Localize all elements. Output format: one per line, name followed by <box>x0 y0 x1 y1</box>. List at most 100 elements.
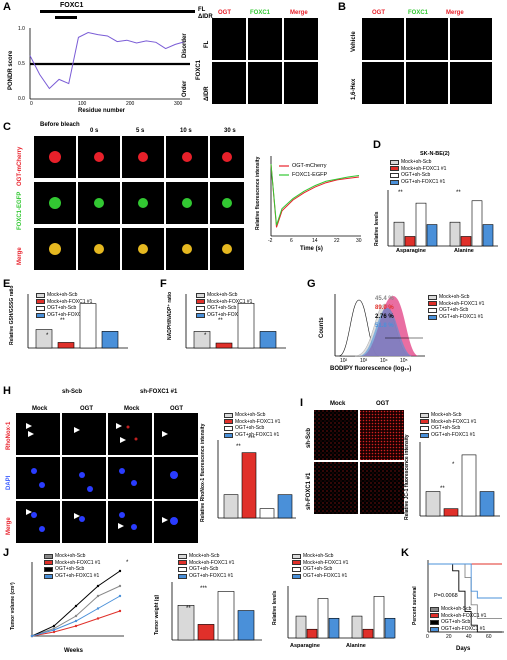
a-image-didr-foxc1 <box>248 62 282 104</box>
j-cat-alanine: Alanine <box>346 643 366 649</box>
panel-letter-g: H <box>3 385 11 397</box>
frap-series-mcherry <box>270 163 360 228</box>
f-legend: Mock+sh-Scb Mock+sh-FOXC1 #1 OGT+sh-Scb … <box>196 292 252 318</box>
c-col-4: 30 s <box>224 128 236 134</box>
frap-curve-plot <box>270 156 361 237</box>
j-sig-vol: * <box>126 560 129 566</box>
bar-0 <box>35 329 53 349</box>
g-image-grid <box>16 413 198 543</box>
d-sig-1: ** <box>398 190 403 196</box>
pondr-xlabel: Residue number <box>78 108 126 114</box>
j-legend-vol: Mock+sh-Scb Mock+sh-FOXC1 #1 OGT+sh-Scb … <box>44 553 100 579</box>
a-image-didr-ogt <box>212 62 246 104</box>
j-vol-xlabel: Weeks <box>64 648 83 654</box>
panel-letter-j: J <box>3 547 10 559</box>
a-image-didr-merge <box>284 62 318 104</box>
d-legend: Mock+sh-Scb Mock+sh-FOXC1 #1 OGT+sh-Scb … <box>390 159 446 185</box>
frap-legend-mcherry: OGT-mCherry <box>292 163 327 169</box>
c-col-3: 10 s <box>180 128 192 134</box>
k-xtick-1: 20 <box>446 634 452 640</box>
frap-row-egfp <box>34 182 244 224</box>
bar-3 <box>277 494 293 519</box>
i-col-ogt: OGT <box>376 401 389 407</box>
h-xtick-4: 10⁴ <box>380 358 388 364</box>
pondr-plot <box>29 10 195 100</box>
bar-3 <box>101 331 119 349</box>
f-bar-chart <box>185 294 286 349</box>
k-survival-chart <box>427 560 504 633</box>
b-image-hex-ogt <box>362 62 404 104</box>
b-col-ogt: OGT <box>372 10 385 16</box>
e-sig-1: * <box>46 333 49 339</box>
b-image-vehicle-foxc1 <box>406 18 448 60</box>
b-image-hex-foxc1 <box>406 62 448 104</box>
survival-line-2 <box>428 563 502 633</box>
bar-3 <box>237 610 255 641</box>
frap-ylabel: Relative fluorescence intensity <box>255 156 261 230</box>
g-row-merge-images <box>16 501 198 543</box>
i-bar-chart <box>419 442 500 517</box>
vol-point-1-1 <box>52 630 56 634</box>
bar-0-0 <box>295 615 307 639</box>
d-cat-alanine: Alanine <box>454 248 474 254</box>
c-row-merge: Merge <box>17 247 23 265</box>
d-cat-asparagine: Asparagine <box>396 248 426 254</box>
bar-2 <box>461 454 477 517</box>
bar-1-3 <box>482 224 494 247</box>
frap-xtick-4: 30 <box>356 238 362 244</box>
d-cell-line: SK-N-BE(2) <box>420 151 450 157</box>
frap-series-egfp <box>270 163 360 226</box>
j-legend-wt: Mock+sh-Scb Mock+sh-FOXC1 #1 OGT+sh-Scb … <box>178 553 234 579</box>
bar-1 <box>197 624 215 641</box>
e-legend: Mock+sh-Scb Mock+sh-FOXC1 #1 OGT+sh-Scb … <box>36 292 92 318</box>
bar-0 <box>177 605 195 641</box>
a-row-group: FOXC1 <box>196 59 202 80</box>
g-ylabel: Relative RhoNox-1 fluorescence intensity <box>200 423 206 522</box>
e-sig-2: ** <box>60 318 65 324</box>
vol-point-3-2 <box>74 619 78 623</box>
bar-0-2 <box>317 598 329 639</box>
pondr-series-line <box>29 31 186 90</box>
bar-0 <box>193 331 211 349</box>
panel-letter-f: F <box>160 278 167 290</box>
vol-point-0-3 <box>96 594 100 598</box>
g-bar-chart <box>217 440 296 519</box>
xtick-300: 300 <box>174 101 183 107</box>
g-group-foxc1: sh-FOXC1 #1 <box>140 389 178 395</box>
k-pvalue: P=0.0068 <box>434 593 458 599</box>
vol-point-1-4 <box>118 609 122 613</box>
vol-point-3-3 <box>96 607 100 610</box>
fl-bar <box>40 10 195 13</box>
j-weight-chart <box>171 582 262 641</box>
vol-point-0-4 <box>118 584 122 588</box>
k-xtick-2: 40 <box>466 634 472 640</box>
h-xtick-3: 10³ <box>360 358 368 364</box>
k-xlabel: Days <box>456 646 471 652</box>
g-legend: Mock+sh-Scb Mock+sh-FOXC1 #1 OGT+sh-Scb … <box>224 412 280 438</box>
ytick-0: 0.0 <box>18 96 25 102</box>
i-image-grid <box>314 410 404 514</box>
legend-didr: ΔIDR <box>198 14 213 20</box>
j-vol-ylabel: Tumor volume (cm³) <box>10 582 16 630</box>
b-image-vehicle-merge <box>450 18 492 60</box>
panel-letter-a: A <box>3 1 11 13</box>
d-ylabel: Relative levels <box>374 211 380 246</box>
frap-xtick-3: 22 <box>334 238 340 244</box>
a-col-ogt: OGT <box>218 10 231 16</box>
d-sig-2: ** <box>456 190 461 196</box>
k-legend: Mock+sh-Scb Mock+sh-FOXC1 #1 OGT+sh-Scb … <box>430 606 486 632</box>
bar-1 <box>241 452 257 519</box>
vol-point-2-3 <box>96 584 100 588</box>
bar-0-0 <box>393 221 405 247</box>
bar-2 <box>237 303 255 349</box>
pondr-ylabel: PONDR score <box>8 50 14 90</box>
bar-0-1 <box>306 628 318 639</box>
bar-1-0 <box>351 615 363 639</box>
f-ylabel: NADPH/NADP⁺ ratio <box>167 291 173 340</box>
i-col-mock: Mock <box>330 401 346 407</box>
bar-0-3 <box>328 617 340 639</box>
panel-letter-d: D <box>373 139 381 151</box>
a-image-fl-foxc1 <box>248 18 282 60</box>
bar-1-2 <box>373 596 385 639</box>
h-pct-1: 45.4 % <box>375 296 394 302</box>
